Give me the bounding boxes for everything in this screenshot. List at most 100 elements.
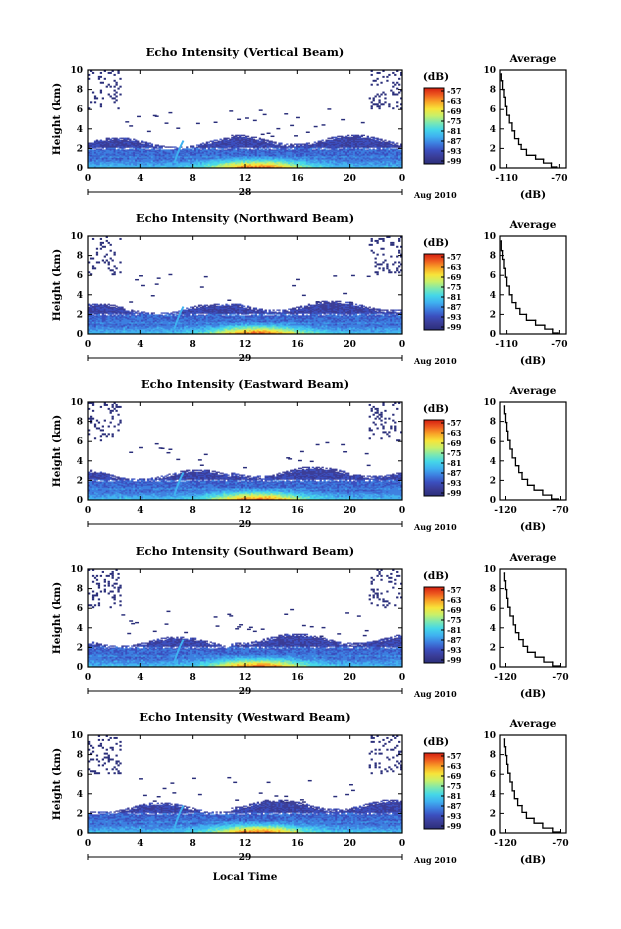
- heatmap-cell: [108, 72, 110, 74]
- heatmap-cell: [172, 146, 174, 147]
- heatmap-cell: [159, 145, 161, 146]
- heatmap-cell: [176, 127, 180, 128]
- heatmap-cell: [188, 148, 190, 149]
- heatmap-cell: [106, 86, 108, 88]
- heatmap-cell: [155, 115, 159, 116]
- heatmap-cell: [241, 148, 243, 149]
- heatmap-cell: [115, 82, 117, 84]
- heatmap-cell: [110, 95, 112, 97]
- heatmap-cell: [119, 149, 121, 150]
- heatmap-cell: [241, 135, 243, 136]
- heatmap-cell: [121, 140, 123, 141]
- heatmap-cell: [208, 144, 210, 145]
- heatmap-cell: [129, 125, 133, 126]
- heatmap-cell: [127, 149, 129, 150]
- heatmap-cell: [241, 137, 243, 138]
- heatmap-cell: [94, 95, 96, 97]
- heatmap-cell: [237, 137, 239, 138]
- heatmap-cell: [98, 141, 100, 142]
- heatmap-cell: [233, 136, 235, 137]
- heatmap-cell: [141, 141, 143, 142]
- heatmap-cell: [167, 149, 169, 150]
- heatmap-cell: [115, 95, 117, 97]
- heatmap-cell: [114, 74, 116, 76]
- heatmap-cell: [149, 149, 151, 150]
- heatmap-cell: [141, 148, 143, 149]
- heatmap-cell: [143, 148, 145, 149]
- heatmap-cell: [219, 149, 221, 150]
- heatmap-cell: [212, 141, 214, 142]
- heatmap-cell: [196, 146, 198, 147]
- heatmap-cell: [168, 149, 170, 150]
- heatmap-cell: [133, 139, 135, 140]
- heatmap-cell: [155, 144, 157, 145]
- heatmap-cell: [114, 94, 116, 96]
- heatmap-cell: [94, 141, 96, 142]
- heatmap-cell: [163, 149, 165, 150]
- heatmap-cell: [261, 139, 263, 140]
- heatmap-cell: [194, 147, 196, 148]
- heatmap-cell: [108, 138, 110, 139]
- heatmap-cell: [231, 135, 233, 136]
- heatmap-cell: [184, 148, 186, 149]
- heatmap-cell: [202, 143, 204, 144]
- heatmap-cell: [114, 101, 116, 103]
- heatmap-cell: [129, 139, 131, 140]
- heatmap-cell: [151, 144, 153, 145]
- heatmap-cell: [245, 136, 247, 137]
- heatmap-cell: [123, 138, 125, 139]
- heatmap-cell: [108, 84, 110, 86]
- heatmap-cell: [231, 137, 233, 138]
- heatmap-cell: [115, 149, 117, 150]
- heatmap-cell: [104, 141, 106, 142]
- heatmap-cell: [157, 147, 159, 148]
- heatmap-cell: [214, 142, 216, 143]
- heatmap-cell: [112, 140, 114, 141]
- heatmap-cell: [153, 146, 155, 147]
- heatmap-cell: [214, 140, 216, 141]
- heatmap-cell: [94, 101, 96, 103]
- heatmap-cell: [261, 148, 263, 149]
- heatmap-cell: [92, 149, 94, 150]
- heatmap-cell: [157, 149, 159, 150]
- heatmap-cells: [88, 70, 402, 168]
- heatmap-cell: [165, 149, 167, 150]
- heatmap-cell: [98, 148, 100, 149]
- heatmap-cell: [229, 110, 233, 111]
- heatmap-cell: [114, 86, 116, 88]
- heatmap-cell: [100, 92, 102, 94]
- heatmap-cell: [100, 105, 102, 107]
- heatmap-cell: [129, 148, 131, 149]
- heatmap-cell: [139, 143, 141, 144]
- heatmap-cell: [151, 148, 153, 149]
- heatmap-cell: [190, 148, 192, 149]
- heatmap-cell: [176, 147, 178, 148]
- heatmap-cell: [216, 149, 218, 150]
- heatmap-cell: [115, 84, 117, 86]
- heatmap-cell: [125, 138, 127, 139]
- heatmap-cell: [253, 120, 257, 121]
- heatmap-cell: [196, 144, 198, 145]
- heatmap-cell: [143, 142, 145, 143]
- heatmap-cell: [127, 141, 129, 142]
- heatmap-cell: [168, 112, 172, 113]
- heatmap-cell: [94, 97, 96, 99]
- heatmap-cell: [110, 139, 112, 140]
- heatmap-cell: [247, 149, 249, 150]
- heatmap-cell: [92, 72, 94, 74]
- heatmap-cell: [190, 145, 192, 146]
- heatmap-cell: [259, 149, 261, 150]
- heatmap-cell: [145, 142, 147, 143]
- heatmap-cell: [119, 94, 121, 96]
- heatmap-cell: [227, 140, 229, 141]
- heatmap-cell: [100, 76, 102, 78]
- heatmap-cell: [100, 140, 102, 141]
- heatmap-cell: [243, 135, 245, 136]
- heatmap-cell: [96, 97, 98, 99]
- heatmap-cell: [90, 101, 92, 103]
- heatmap-cell: [247, 138, 249, 139]
- heatmap-cell: [210, 148, 212, 149]
- heatmap-cell: [170, 149, 172, 150]
- heatmap-cell: [167, 146, 169, 147]
- heatmap-cell: [174, 148, 176, 149]
